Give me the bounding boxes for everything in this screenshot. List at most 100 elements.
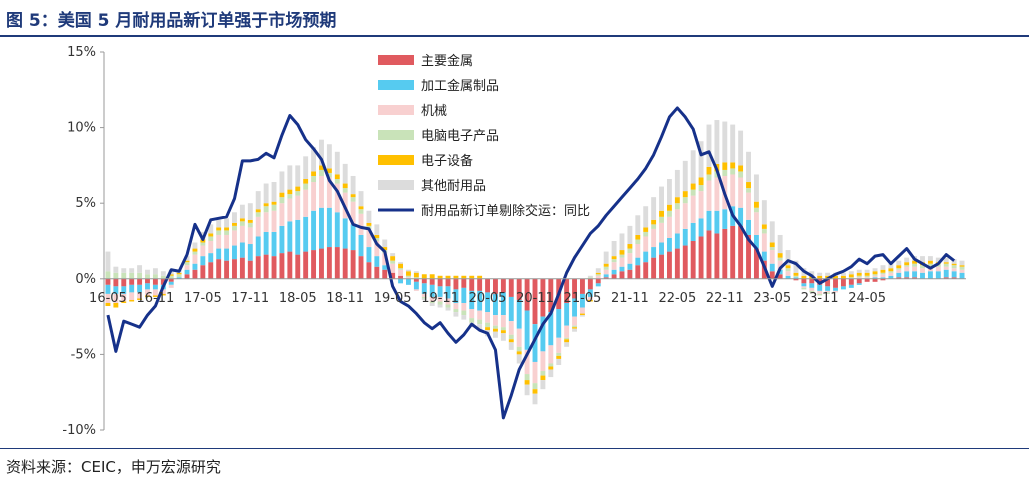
bar-segment-s3-81 [746, 188, 751, 193]
bar-segment-s2-86 [785, 271, 791, 276]
bar-segment-s0-97 [872, 278, 878, 282]
bar-segment-s0-42 [437, 278, 443, 287]
bar-segment-s3-102 [912, 263, 918, 267]
bar-segment-s1-104 [927, 271, 933, 279]
bar-segment-s2-16 [232, 230, 237, 246]
bar-series-group [105, 120, 965, 405]
bar-segment-s4-43 [445, 275, 451, 279]
bar-segment-s2-33 [366, 228, 372, 248]
bar-segment-s3-48 [485, 322, 490, 328]
bar-segment-s2-12 [200, 245, 206, 257]
bar-segment-s4-59 [572, 327, 577, 329]
bar-segment-s4-29 [334, 174, 340, 180]
legend-label-1: 加工金属制品 [421, 78, 499, 94]
bar-segment-s5-6 [152, 268, 158, 275]
bar-segment-s5-45 [461, 315, 467, 320]
bar-segment-s1-86 [785, 275, 791, 279]
bar-segment-s5-14 [216, 219, 222, 228]
bar-segment-s2-21 [271, 210, 277, 232]
bar-segment-s1-85 [777, 269, 783, 275]
bar-segment-s2-55 [540, 351, 546, 372]
bar-segment-s2-38 [406, 277, 411, 279]
bar-segment-s0-84 [769, 271, 775, 279]
bar-segment-s3-43 [445, 304, 451, 308]
bar-segment-s2-46 [469, 309, 475, 319]
bar-segment-s1-14 [216, 248, 222, 260]
bar-segment-s4-74 [690, 183, 696, 190]
bar-segment-s2-102 [912, 266, 918, 272]
bar-segment-s5-81 [746, 151, 751, 183]
bar-segment-s3-83 [761, 228, 767, 234]
bar-segment-s1-90 [817, 284, 823, 291]
bar-segment-s2-69 [651, 228, 657, 248]
bar-segment-s0-59 [572, 278, 577, 299]
bar-segment-s1-56 [548, 312, 554, 346]
bar-segment-s4-8 [168, 274, 174, 276]
bar-segment-s3-50 [500, 327, 506, 331]
bar-segment-s5-28 [326, 144, 332, 169]
bar-segment-s3-62 [595, 274, 601, 276]
bar-segment-s4-35 [382, 247, 388, 251]
y-tick-label: 5% [75, 196, 96, 211]
bar-segment-s5-1 [113, 266, 119, 273]
bar-segment-s2-64 [611, 262, 617, 270]
bar-segment-s0-50 [500, 278, 506, 293]
bar-segment-s0-13 [208, 262, 214, 279]
bar-segment-s3-20 [263, 206, 269, 213]
bar-segment-s0-95 [856, 278, 862, 284]
bar-segment-s4-81 [746, 182, 751, 189]
bar-segment-s1-29 [334, 212, 340, 248]
legend-swatch-5 [378, 180, 414, 190]
bar-segment-s2-63 [603, 269, 609, 275]
bar-segment-s5-70 [659, 186, 664, 211]
bar-segment-s0-1 [113, 278, 119, 287]
bar-segment-s0-87 [793, 278, 799, 281]
bar-segment-s0-56 [548, 278, 554, 313]
bar-segment-s3-1 [113, 272, 119, 279]
bar-segment-s2-29 [334, 183, 340, 213]
bar-segment-s0-75 [698, 236, 704, 279]
bar-segment-s1-21 [271, 231, 277, 257]
bar-segment-s2-14 [216, 234, 222, 249]
bar-segment-s2-52 [516, 328, 522, 347]
legend-swatch-1 [378, 80, 414, 90]
bar-segment-s0-7 [160, 278, 166, 285]
bar-segment-s2-5 [145, 289, 150, 296]
bar-segment-s1-61 [587, 289, 593, 297]
bar-segment-s0-107 [951, 277, 957, 279]
bar-segment-s0-19 [255, 256, 261, 279]
bar-segment-s5-76 [706, 124, 712, 167]
bar-segment-s4-10 [184, 260, 190, 263]
bar-segment-s5-27 [319, 139, 324, 166]
bar-segment-s5-78 [722, 121, 728, 163]
bar-segment-s0-34 [374, 266, 380, 279]
x-tick-label: 17-11 [231, 291, 269, 306]
bar-segment-s1-100 [896, 272, 902, 278]
bar-segment-s3-101 [904, 265, 910, 267]
bar-segment-s4-11 [192, 248, 198, 252]
bar-segment-s1-55 [540, 316, 546, 352]
bar-segment-s4-106 [943, 262, 949, 264]
bar-segment-s5-99 [888, 263, 894, 269]
bar-segment-s5-101 [904, 257, 910, 263]
bar-segment-s5-26 [311, 147, 317, 172]
x-tick-label: 20-11 [516, 291, 554, 306]
bar-segment-s4-19 [255, 209, 261, 213]
bar-segment-s4-58 [564, 339, 570, 343]
bar-segment-s1-88 [801, 283, 807, 287]
bar-segment-s3-86 [785, 268, 791, 272]
bar-segment-s4-61 [587, 299, 593, 302]
bar-segment-s0-16 [232, 259, 237, 279]
bar-segment-s4-12 [200, 239, 206, 243]
y-axis: -10% -5% 0% 5% 10% 15% [62, 45, 105, 438]
bar-segment-s1-4 [137, 284, 143, 293]
bar-segment-s3-88 [801, 287, 807, 290]
bar-segment-s1-67 [635, 257, 641, 266]
y-tick-label: 0% [75, 272, 96, 287]
bar-segment-s2-89 [809, 287, 815, 291]
bar-segment-s1-33 [366, 247, 372, 263]
bar-segment-s3-56 [548, 363, 554, 367]
bar-segment-s3-99 [888, 271, 894, 273]
bar-segment-s5-7 [160, 271, 166, 276]
bar-segment-s2-79 [730, 174, 736, 207]
